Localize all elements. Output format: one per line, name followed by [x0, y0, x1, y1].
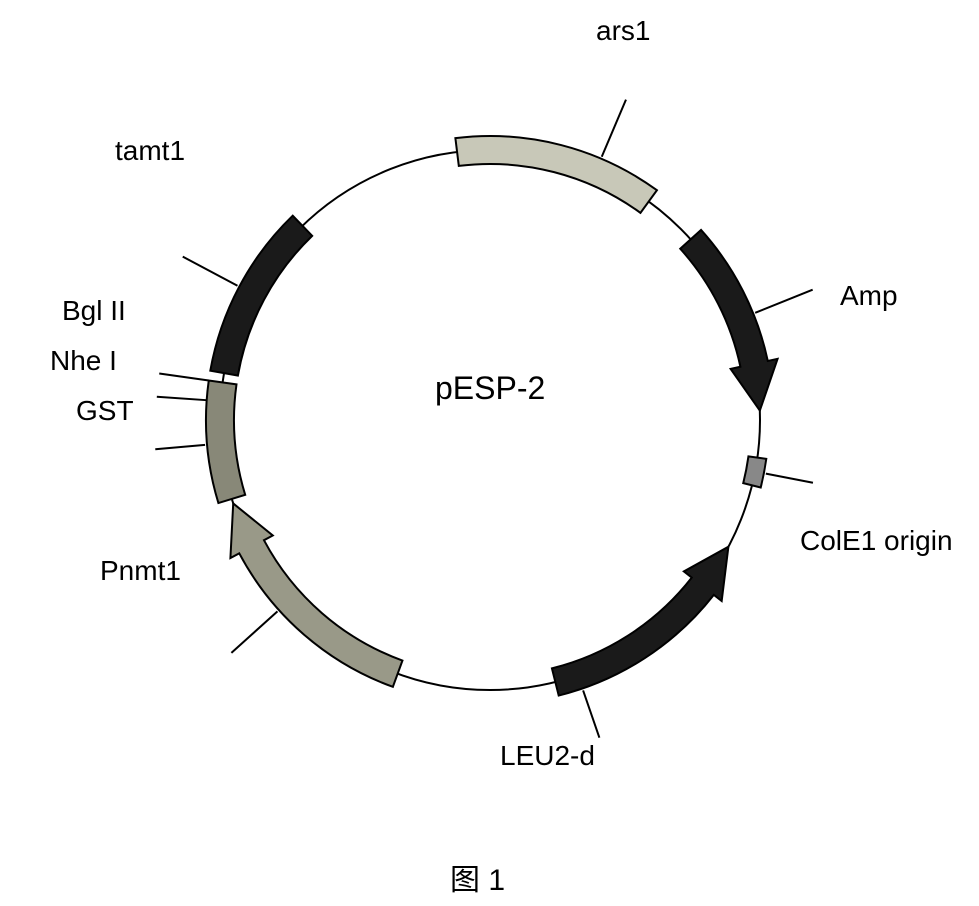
label-GST: GST [76, 395, 134, 427]
label-Pnmt1: Pnmt1 [100, 555, 181, 587]
label-LEU2-d: LEU2-d [500, 740, 595, 772]
feature-tamt1 [210, 216, 312, 376]
label-Amp: Amp [840, 280, 898, 312]
label-NheI: Nhe I [50, 345, 117, 377]
plasmid-name: pESP-2 [435, 370, 545, 407]
leader-tamt1 [183, 257, 238, 286]
label-ars1: ars1 [596, 15, 650, 47]
feature-Pnmt1 [230, 503, 402, 686]
leader-BglII [159, 374, 209, 381]
leader-GST [155, 445, 205, 449]
leader-ColE1 [766, 474, 813, 483]
feature-ars1 [455, 136, 657, 213]
figure-label: 图 1 [450, 855, 505, 899]
feature-GST [206, 380, 245, 503]
feature-LEU2-d [552, 547, 728, 696]
feature-Amp [680, 230, 777, 411]
leader-Pnmt1 [231, 611, 277, 652]
leader-LEU2-d [583, 690, 599, 737]
leader-ars1 [602, 100, 626, 157]
feature-ColE1 [743, 456, 766, 487]
leader-NheI [157, 397, 207, 400]
leader-Amp [755, 290, 812, 313]
label-tamt1: tamt1 [115, 135, 185, 167]
plasmid-diagram: ars1 Amp ColE1 origin LEU2-d Pnmt1 GST tamt1 Bg… [0, 0, 979, 906]
label-BglII: Bgl II [62, 295, 126, 327]
label-ColE1: ColE1 origin [800, 525, 953, 557]
